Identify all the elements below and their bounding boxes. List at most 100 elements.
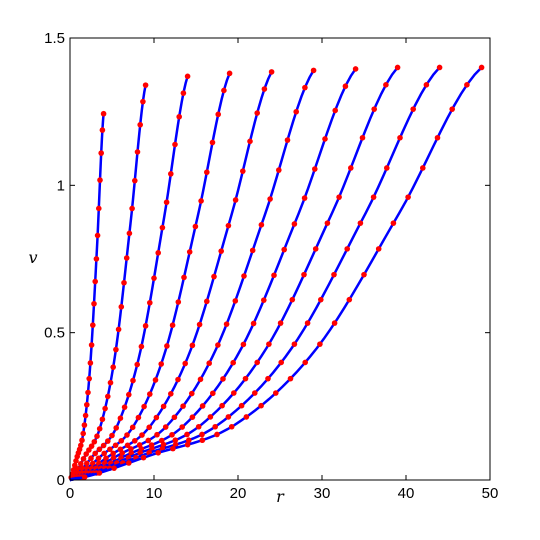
series-3-marker: [151, 275, 157, 281]
y-tick-label: 1.5: [44, 30, 65, 47]
series-2-marker: [129, 205, 135, 212]
series-8-marker: [336, 194, 342, 200]
series-4-marker: [204, 169, 210, 176]
series-4-marker: [147, 391, 153, 397]
series-3-marker: [172, 141, 178, 148]
series-3-marker: [138, 343, 145, 350]
series-3-marker: [105, 438, 111, 444]
series-10-marker: [184, 441, 191, 448]
series-1-marker: [86, 375, 92, 382]
series-10-marker: [243, 414, 250, 420]
series-4-marker: [129, 424, 136, 431]
series-1-marker: [82, 412, 89, 419]
series-1-marker: [88, 342, 95, 348]
series-3-marker: [163, 199, 170, 206]
series-9-marker: [278, 359, 285, 366]
series-1-marker: [92, 278, 98, 285]
y-tick-label: 0: [57, 472, 65, 489]
series-3-marker: [96, 446, 103, 453]
series-6-marker: [189, 390, 195, 397]
series-5-marker: [240, 168, 246, 174]
series-3-marker: [134, 361, 140, 368]
series-4-marker: [209, 139, 216, 146]
series-8-marker: [219, 402, 225, 409]
x-tick-label: 30: [314, 485, 331, 502]
series-8-marker: [137, 449, 143, 456]
y-tick-label: 0.5: [44, 325, 65, 342]
series-6-marker: [232, 298, 239, 304]
x-tick-label: 20: [230, 485, 247, 502]
series-5-marker: [268, 69, 275, 75]
series-3-marker: [130, 377, 136, 384]
series-2-marker: [126, 230, 133, 237]
series-4-marker: [107, 446, 113, 453]
series-7-marker: [261, 297, 267, 303]
series-8-marker: [312, 246, 319, 252]
series-6-marker: [241, 273, 247, 279]
series-2-marker: [99, 416, 106, 423]
series-1-marker: [90, 322, 96, 328]
series-6-marker: [293, 108, 300, 115]
series-10-marker: [258, 402, 264, 409]
series-1-marker: [85, 389, 91, 396]
series-10-marker: [228, 423, 235, 430]
series-10-marker: [140, 454, 147, 461]
series-2-marker: [121, 279, 127, 286]
y-tick-label: 1: [57, 177, 65, 194]
series-7-marker: [128, 450, 134, 456]
series-10-marker: [449, 106, 456, 112]
series-5-marker: [218, 248, 224, 254]
series-6-marker: [119, 450, 125, 456]
series-8-marker: [149, 445, 155, 452]
series-6-marker: [276, 167, 282, 173]
series-3-marker: [159, 224, 166, 231]
series-10-marker: [420, 165, 426, 171]
series-4-marker: [124, 432, 130, 438]
series-3-marker: [88, 455, 94, 462]
series-8-marker: [172, 437, 179, 444]
series-layer: [68, 64, 485, 482]
series-9-marker: [384, 165, 390, 171]
series-3-marker: [155, 250, 161, 256]
series-7-marker: [281, 246, 288, 253]
series-9-marker: [252, 390, 258, 396]
series-1-marker: [87, 360, 94, 366]
series-5-marker: [261, 86, 268, 92]
series-5-marker: [182, 360, 188, 367]
series-7-marker: [220, 376, 226, 382]
series-7-marker: [230, 359, 236, 366]
series-9-marker: [331, 271, 337, 278]
series-8-marker: [371, 106, 378, 112]
series-9-marker: [436, 64, 443, 71]
series-10-marker: [155, 449, 161, 456]
series-10-marker: [199, 437, 206, 444]
series-2-marker: [107, 379, 114, 386]
series-4-marker: [169, 322, 176, 329]
series-9-marker: [212, 423, 218, 430]
series-3-marker: [121, 404, 128, 410]
series-7-marker: [169, 431, 175, 438]
series-7-marker: [342, 83, 349, 90]
series-2-marker: [88, 443, 95, 449]
series-9-marker: [423, 82, 430, 88]
series-8-marker: [242, 375, 249, 382]
series-10-marker: [331, 320, 338, 326]
series-5-marker: [146, 424, 152, 431]
series-4-marker: [135, 414, 142, 421]
series-3-marker: [168, 171, 174, 177]
series-4-marker: [164, 343, 170, 349]
series-5-marker: [153, 414, 160, 421]
series-9-marker: [238, 402, 245, 409]
series-2-marker: [105, 393, 111, 400]
series-6-marker: [206, 360, 212, 367]
series-3-marker: [117, 415, 124, 422]
series-6-marker: [197, 376, 204, 383]
series-7-marker: [199, 403, 206, 409]
series-6-marker: [154, 431, 160, 438]
series-7-marker: [332, 107, 339, 114]
series-2-marker: [83, 451, 89, 457]
series-4-marker: [118, 437, 125, 444]
series-9-marker: [357, 220, 364, 226]
series-7-marker: [312, 166, 318, 172]
series-3-marker: [184, 73, 191, 80]
